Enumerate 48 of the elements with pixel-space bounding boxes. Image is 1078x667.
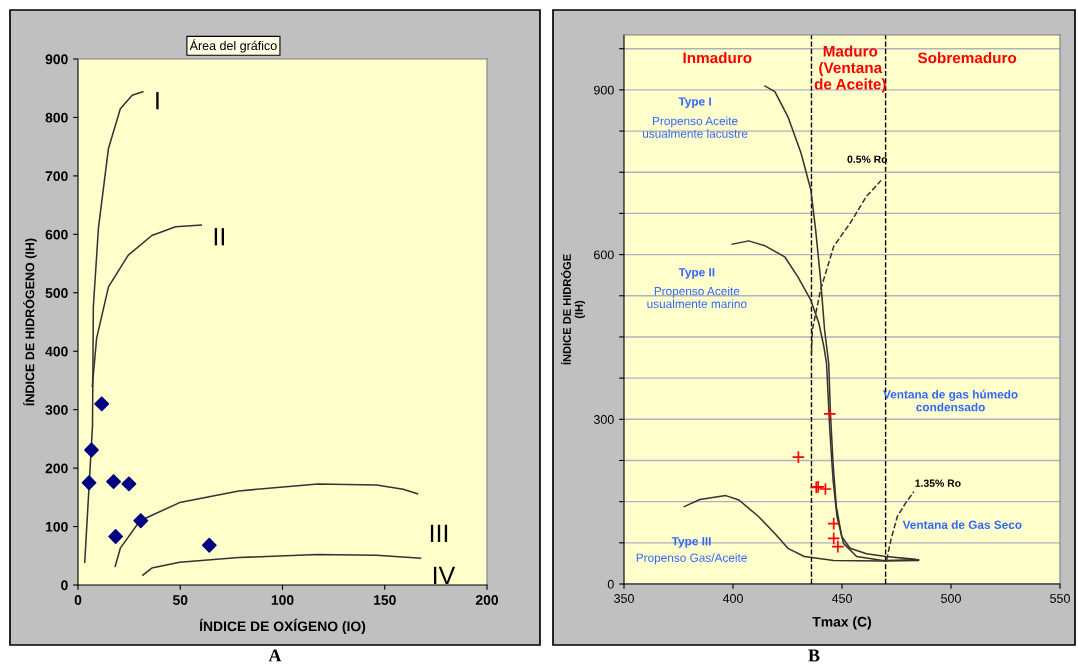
x-tick-label: 0 — [74, 595, 82, 605]
x-tick-label: 150 — [374, 595, 396, 605]
x-tick-label: 500 — [941, 594, 961, 603]
annotation: Type I — [678, 97, 711, 109]
y-tick-label: 300 — [593, 415, 614, 424]
text: Área del gráfico — [189, 39, 277, 53]
x-axis-title: ÍNDICE DE OXÍGENO (IO) — [199, 618, 366, 634]
x-axis-title: Tmax (C) — [812, 616, 872, 630]
series-label: II — [214, 228, 225, 246]
annotation: 1.35% Ro — [915, 479, 961, 487]
annotation: Maduro (Ventana de Aceite) — [814, 45, 886, 93]
y-tick-label: 900 — [45, 54, 68, 65]
series-label: I — [156, 92, 159, 110]
x-tick-label: 350 — [614, 594, 634, 603]
y-tick-label: 200 — [45, 463, 68, 474]
y-tick-label: 700 — [45, 171, 68, 182]
series-label: III — [430, 524, 448, 542]
text: B — [808, 649, 820, 662]
annotation: Propenso Aceite usualmente marino — [647, 286, 747, 309]
y-tick-label: 100 — [45, 521, 68, 532]
y-tick-label: 0 — [61, 580, 68, 591]
annotation: Propenso Aceite usualmente lacustre — [643, 116, 748, 138]
x-tick-label: 100 — [271, 595, 294, 605]
annotation: Type III — [671, 537, 711, 548]
text: A — [268, 649, 282, 662]
annotation: Ventana de Gas Seco — [902, 520, 1022, 529]
y-tick-label: 300 — [45, 405, 68, 415]
y-tick-label: 400 — [45, 346, 68, 357]
annotation: Inmaduro — [683, 52, 752, 64]
y-tick-label: 800 — [45, 112, 68, 123]
y-axis-title: ÍNDICE DE HIDRÓGENO (IH) — [23, 238, 37, 406]
y-tick-label: 900 — [594, 85, 614, 95]
annotation: 0.5% Ro — [847, 155, 888, 163]
y-axis-title: ÍNDICE DE HIDRÓGE (IH) — [560, 254, 586, 365]
x-tick-label: 400 — [722, 594, 743, 603]
y-tick-label: 600 — [594, 250, 614, 260]
y-tick-label: 600 — [45, 229, 68, 240]
x-tick-label: 200 — [475, 595, 499, 605]
x-tick-label: 50 — [172, 595, 188, 605]
annotation: Ventana de gas húmedo condensado — [883, 389, 1018, 412]
y-tick-label: 0 — [607, 579, 614, 589]
annotation: Propenso Gas/Aceite — [636, 553, 747, 565]
series-label: IV — [433, 566, 456, 585]
annotation: Sobremaduro — [917, 52, 1017, 64]
x-tick-label: 550 — [1050, 594, 1070, 603]
annotation: Type II — [678, 268, 715, 279]
x-tick-label: 450 — [831, 594, 852, 603]
y-tick-label: 500 — [45, 288, 68, 298]
